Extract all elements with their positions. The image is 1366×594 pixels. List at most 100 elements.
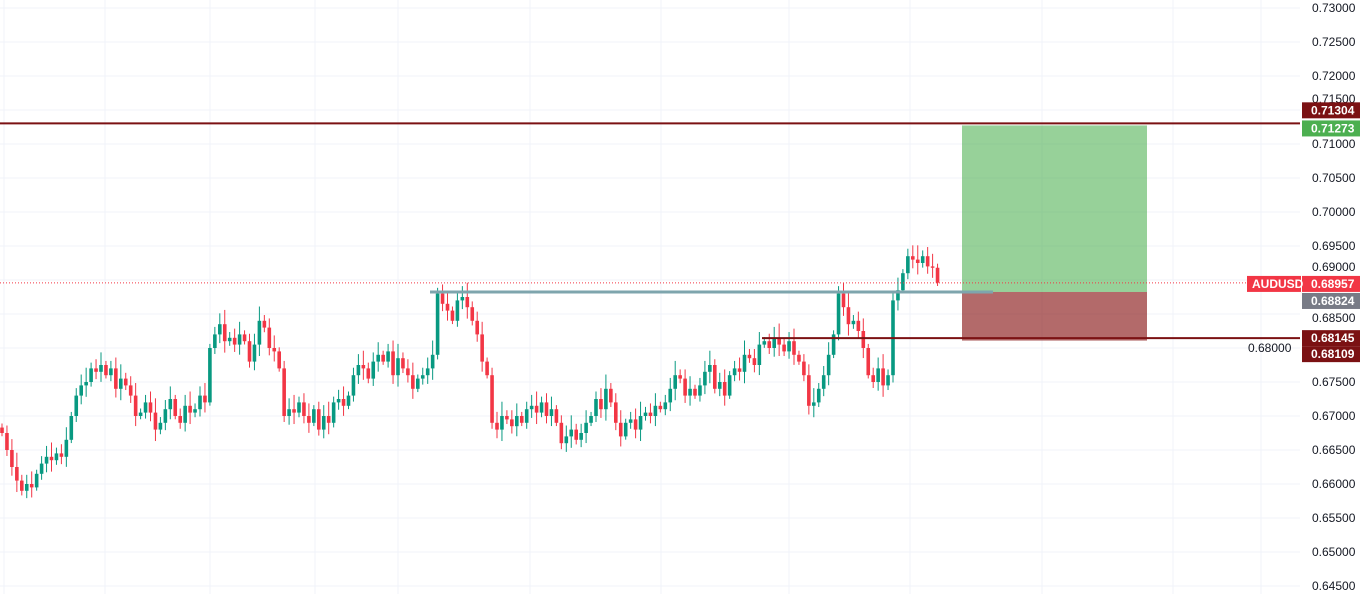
take-profit-price-tag: 0.71273: [1311, 121, 1355, 135]
candle-body: [326, 416, 331, 423]
candle-body: [89, 368, 93, 382]
candle-body: [648, 412, 653, 416]
candle-body: [638, 416, 643, 430]
candle-body: [911, 256, 915, 260]
candle-body: [79, 385, 83, 396]
candle-body: [519, 416, 524, 423]
candle-body: [881, 368, 885, 386]
candle-body: [633, 419, 638, 430]
price-tick-label: 0.66000: [1312, 477, 1356, 491]
candle-body: [861, 331, 866, 348]
candle-body: [15, 467, 19, 481]
candle-body: [802, 361, 806, 376]
candle-body: [138, 412, 143, 416]
candle-body: [500, 416, 504, 430]
candles: [0, 245, 940, 499]
candle-body: [450, 310, 455, 321]
candle-body: [534, 405, 539, 413]
candle-body: [787, 341, 791, 352]
candle-body: [386, 351, 390, 362]
candle-body: [455, 300, 460, 321]
candle-body: [529, 405, 534, 410]
candle-body: [460, 297, 465, 301]
price-tick-label: 0.65500: [1312, 511, 1356, 525]
candle-body: [366, 368, 371, 379]
candle-body: [569, 429, 574, 437]
candle-body: [24, 484, 29, 491]
candle-body: [554, 409, 559, 423]
candle-body: [213, 334, 217, 348]
candle-body: [435, 293, 440, 355]
candle-body: [816, 388, 821, 403]
candle-body: [812, 402, 816, 406]
candle-body: [708, 365, 712, 372]
candle-body: [628, 419, 633, 423]
price-axis[interactable]: 0.730000.725000.720000.715000.710000.705…: [1248, 1, 1356, 593]
candle-body: [549, 409, 554, 416]
candle-body: [341, 399, 346, 406]
candle-body: [623, 422, 628, 437]
candle-body: [168, 399, 173, 410]
price-tick-label: 0.69000: [1312, 260, 1356, 274]
candle-body: [109, 368, 113, 376]
candle-body: [589, 416, 593, 423]
candle-body: [302, 402, 306, 416]
candle-body: [485, 361, 489, 376]
candle-body: [54, 453, 59, 461]
price-tick-label: 0.72500: [1312, 35, 1356, 49]
candle-body: [821, 375, 826, 389]
candle-body: [683, 378, 687, 396]
candle-body: [515, 416, 519, 427]
candle-body: [252, 344, 257, 362]
candle-body: [29, 484, 34, 488]
candle-body: [673, 375, 677, 389]
candle-body: [336, 399, 341, 403]
entry-price-tag: 0.68824: [1311, 294, 1355, 308]
support-price-tag-bg: [1302, 330, 1360, 347]
candle-body: [20, 480, 24, 491]
candle-body: [851, 320, 856, 325]
candle-body: [401, 358, 405, 369]
price-tags: 0.71304 0.71273 0.68957 0.68824 0.68145 0.681…: [1247, 102, 1360, 363]
stop-loss-zone: [962, 291, 1147, 341]
long-position-tool[interactable]: [962, 125, 1147, 341]
candle-body: [59, 453, 64, 457]
candle-body: [94, 368, 98, 372]
candle-body: [732, 368, 737, 376]
price-tick-label: 0.67500: [1312, 375, 1356, 389]
candle-body: [930, 266, 935, 268]
candle-body: [39, 463, 44, 474]
candle-body: [163, 409, 168, 423]
candle-body: [49, 456, 54, 461]
candle-body: [237, 334, 242, 345]
price-tick-label: 0.70500: [1312, 171, 1356, 185]
candle-body: [757, 344, 762, 365]
candle-body: [618, 422, 623, 437]
candle-body: [198, 395, 202, 410]
candle-body: [143, 402, 148, 413]
candle-body: [430, 354, 435, 369]
candle-body: [856, 320, 861, 331]
candle-body: [475, 320, 479, 335]
candle-body: [317, 409, 321, 430]
entry-price-tag-bg: [1302, 292, 1360, 309]
candle-body: [133, 395, 138, 416]
candle-body: [713, 365, 717, 389]
candle-body: [153, 412, 158, 430]
price-tick-label: 0.65000: [1312, 545, 1356, 559]
candle-body: [886, 375, 890, 386]
candle-body: [440, 293, 445, 304]
candle-body: [668, 388, 673, 403]
candle-body: [203, 395, 207, 403]
candle-body: [148, 402, 153, 413]
drawn-lines[interactable]: [0, 122, 1300, 340]
candle-body: [227, 337, 232, 342]
candle-body: [841, 293, 846, 308]
stop-loss-price-tag: 0.68109: [1311, 347, 1355, 361]
candle-body: [539, 402, 544, 413]
candle-body: [524, 409, 529, 423]
candle-body: [34, 473, 39, 488]
candle-body: [831, 334, 836, 355]
candle-body: [411, 375, 415, 389]
